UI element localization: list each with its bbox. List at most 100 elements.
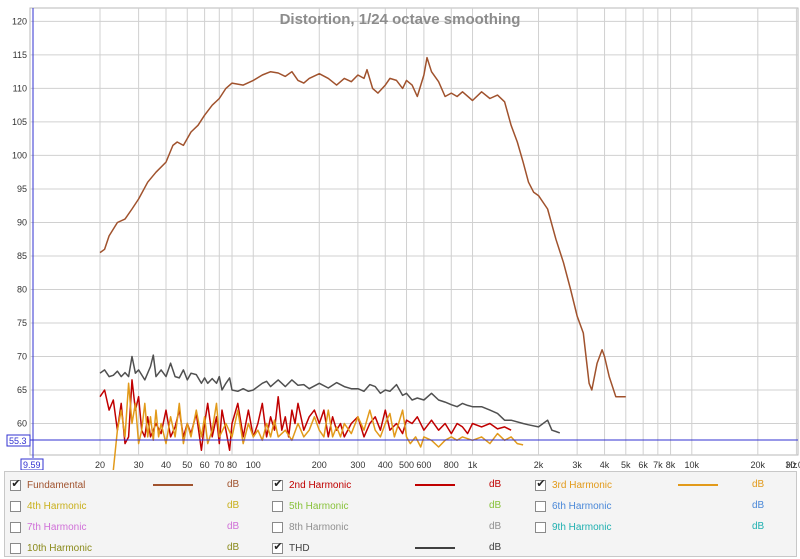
legend-unit-6th-harmonic: dB [752,500,765,511]
x-tick-label: 10k [685,460,700,470]
legend-item-2nd-harmonic[interactable]: ✔ 2nd Harmonic [272,475,351,495]
y-tick-label: 70 [17,351,27,361]
legend-checkbox-thd[interactable]: ✔ [272,540,283,554]
y-tick-label: 95 [17,184,27,194]
legend-label-6th-harmonic: 6th Harmonic [552,500,612,512]
x-tick-label: 7k [653,460,663,470]
x-gridlines [99,8,797,455]
legend-unit-9th-harmonic: dB [752,521,765,532]
legend-item-5th-harmonic[interactable]: 5th Harmonic [272,496,348,516]
x-tick-label: 200 [312,460,327,470]
x-tick-label: 60 [200,460,210,470]
checkmark-icon: ✔ [11,477,21,490]
legend-swatch-fundamental [153,484,193,486]
y-tick-label: 75 [17,318,27,328]
x-unit-label: Hz [786,460,797,470]
series-line-3rd-harmonic [112,382,524,471]
legend-checkbox-6th-harmonic[interactable] [535,500,546,512]
y-tick-label: 60 [17,419,27,429]
legend-item-10th-harmonic[interactable]: 10th Harmonic [10,538,92,558]
legend-label-5th-harmonic: 5th Harmonic [289,500,349,512]
legend-unit-2nd-harmonic: dB [489,479,502,490]
legend-unit-4th-harmonic: dB [227,500,240,511]
legend-swatch-thd [415,547,455,549]
x-tick-label: 6k [638,460,648,470]
y-tick-label: 90 [17,217,27,227]
x-tick-label: 4k [600,460,610,470]
x-tick-label: 600 [416,460,431,470]
y-gridlines [30,20,798,425]
legend-checkbox-4th-harmonic[interactable] [10,500,21,512]
x-tick-label: 5k [621,460,631,470]
legend-checkbox-10th-harmonic[interactable] [10,542,21,554]
chart-title: Distortion, 1/24 octave smoothing [280,11,521,28]
x-tick-label: 30 [134,460,144,470]
x-tick-label: 8k [666,460,676,470]
legend-label-fundamental: Fundamental [27,479,86,491]
legend-unit-8th-harmonic: dB [489,521,502,532]
x-tick-label: 300 [350,460,365,470]
legend-item-6th-harmonic[interactable]: 6th Harmonic [535,496,611,516]
legend-item-4th-harmonic[interactable]: 4th Harmonic [10,496,86,516]
legend-checkbox-8th-harmonic[interactable] [272,521,283,533]
legend-item-7th-harmonic[interactable]: 7th Harmonic [10,517,86,537]
x-tick-label: 30.0k [785,460,800,470]
plot-area [29,7,799,456]
legend-label-9th-harmonic: 9th Harmonic [552,521,612,533]
x-tick-label: 50 [182,460,192,470]
y-tick-label: 85 [17,251,27,261]
x-tick-label: 70 [214,460,224,470]
legend-label-2nd-harmonic: 2nd Harmonic [289,479,352,491]
legend-checkbox-5th-harmonic[interactable] [272,500,283,512]
x-tick-label: 2k [534,460,544,470]
legend-label-thd: THD [289,542,310,554]
y-tick-label: 120 [12,16,27,26]
series-layer [99,56,626,471]
legend-checkbox-2nd-harmonic[interactable]: ✔ [272,478,283,491]
legend-checkbox-9th-harmonic[interactable] [535,521,546,533]
x-readout: 9.59 [23,460,41,470]
x-tick-label: 1k [468,460,478,470]
x-tick-label: 20k [751,460,766,470]
legend-item-8th-harmonic[interactable]: 8th Harmonic [272,517,348,537]
legend-checkbox-fundamental[interactable]: ✔ [10,477,21,491]
legend-label-8th-harmonic: 8th Harmonic [289,521,349,533]
distortion-chart[interactable]: Distortion, 1/24 octave smoothing Hz 55.… [0,0,800,471]
y-tick-label: 100 [12,150,27,160]
legend-label-7th-harmonic: 7th Harmonic [27,521,87,533]
legend-unit-fundamental: dB [227,479,240,490]
x-tick-label: 3k [572,460,582,470]
legend-unit-10th-harmonic: dB [227,542,240,553]
legend-item-9th-harmonic[interactable]: 9th Harmonic [535,517,611,537]
legend-label-10th-harmonic: 10th Harmonic [27,542,93,554]
legend-unit-7th-harmonic: dB [227,521,240,532]
x-tick-label: 20 [95,460,105,470]
y-tick-label: 65 [17,385,27,395]
checkmark-icon: ✔ [273,540,283,553]
series-line-thd [99,354,561,434]
x-tick-label: 80 [227,460,237,470]
legend-swatch-3rd-harmonic [678,484,718,486]
legend-swatch-2nd-harmonic [415,484,455,486]
legend-checkbox-3rd-harmonic[interactable]: ✔ [535,477,546,491]
legend-panel: ✔ Fundamental dB ✔ 2nd Harmonic dB ✔ 3rd Harmon… [4,471,797,557]
y-readout: 55.3 [9,436,27,446]
legend-unit-thd: dB [489,542,502,553]
legend-item-fundamental[interactable]: ✔ Fundamental [10,475,85,495]
y-tick-label: 105 [12,117,27,127]
checkmark-icon: ✔ [536,477,546,490]
x-tick-label: 500 [399,460,414,470]
chart-svg: Distortion, 1/24 octave smoothing Hz 55.… [6,7,800,471]
legend-checkbox-7th-harmonic[interactable] [10,521,21,533]
y-tick-label: 110 [13,83,27,93]
legend-item-thd[interactable]: ✔ THD [272,538,310,558]
legend-item-3rd-harmonic[interactable]: ✔ 3rd Harmonic [535,475,612,495]
series-line-2nd-harmonic [99,379,512,452]
legend-unit-3rd-harmonic: dB [752,479,765,490]
legend-unit-5th-harmonic: dB [489,500,502,511]
y-tick-label: 115 [13,50,27,60]
x-tick-label: 100 [246,460,261,470]
x-tick-label: 400 [378,460,393,470]
legend-label-4th-harmonic: 4th Harmonic [27,500,87,512]
x-tick-label: 40 [161,460,171,470]
